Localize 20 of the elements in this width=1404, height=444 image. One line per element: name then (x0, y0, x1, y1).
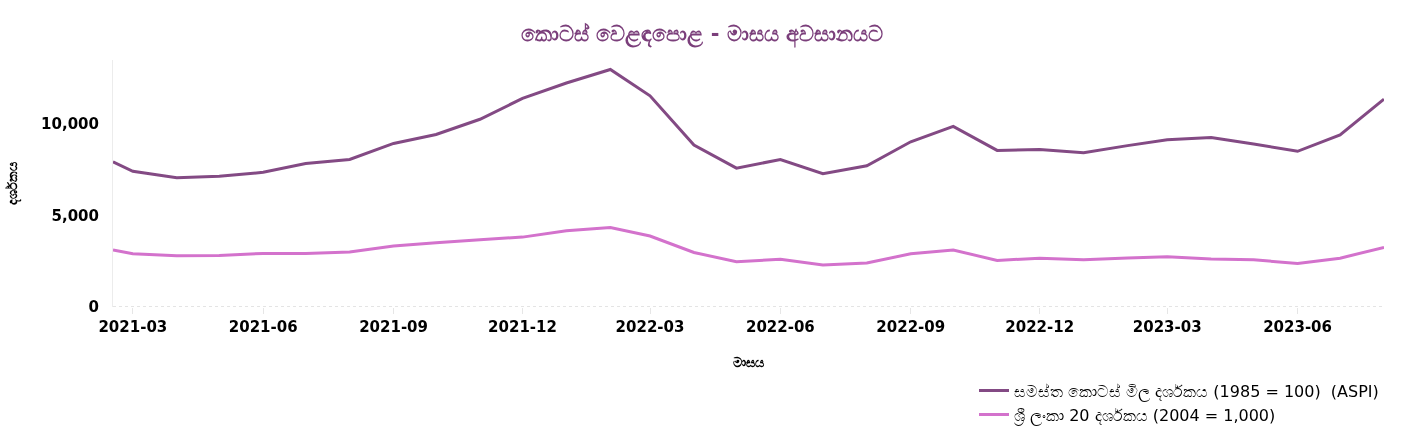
x-tick-label: 2022-03 (615, 318, 685, 336)
legend-label: ශ්‍රී ලංකා 20 දර්ශකය (2004 = 1,000) (1014, 405, 1276, 426)
y-tick-label: 10,000 (41, 115, 99, 134)
x-axis-title: මාසය (733, 354, 765, 370)
y-axis-title: දර්ශකය (5, 161, 23, 205)
x-tick-label: 2021-09 (359, 318, 428, 336)
x-tick-label: 2022-06 (745, 318, 815, 336)
x-tick-label: 2023-06 (1263, 318, 1332, 336)
y-tick-label: 0 (88, 298, 99, 317)
y-tick-label: 5,000 (51, 206, 99, 225)
chart-title: කොටස් වෙළඳපොළ - මාසය අවසානයට (521, 22, 883, 49)
x-tick-label: 2023-03 (1132, 318, 1202, 336)
x-tick-label: 2022-12 (1005, 318, 1075, 336)
legend-label: සමස්ත කොටස් මිල දර්ශකය (1985 = 100) (ASPI) (1014, 381, 1379, 402)
x-tick-label: 2022-09 (876, 318, 946, 336)
x-tick-label: 2021-12 (488, 318, 557, 336)
line-series (113, 68, 1384, 180)
x-tick-label: 2021-06 (228, 318, 298, 336)
line-series (113, 225, 1384, 267)
x-tick-label: 2021-03 (98, 318, 168, 336)
